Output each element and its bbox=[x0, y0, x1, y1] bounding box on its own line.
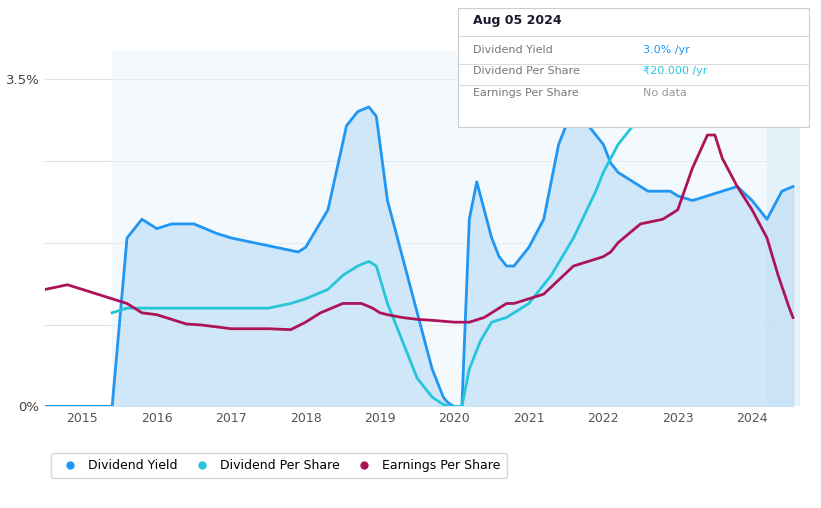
Text: Earnings Per Share: Earnings Per Share bbox=[473, 88, 579, 98]
Text: ₹20.000 /yr: ₹20.000 /yr bbox=[643, 67, 707, 77]
Text: Past: Past bbox=[770, 72, 796, 85]
Text: 3.0% /yr: 3.0% /yr bbox=[643, 45, 690, 55]
Text: Dividend Per Share: Dividend Per Share bbox=[473, 67, 580, 77]
Bar bbox=[112, 51, 800, 406]
Text: Aug 05 2024: Aug 05 2024 bbox=[473, 14, 562, 27]
Bar bbox=[767, 51, 800, 406]
Text: No data: No data bbox=[643, 88, 686, 98]
Text: Dividend Yield: Dividend Yield bbox=[473, 45, 553, 55]
Legend: Dividend Yield, Dividend Per Share, Earnings Per Share: Dividend Yield, Dividend Per Share, Earn… bbox=[52, 453, 507, 479]
